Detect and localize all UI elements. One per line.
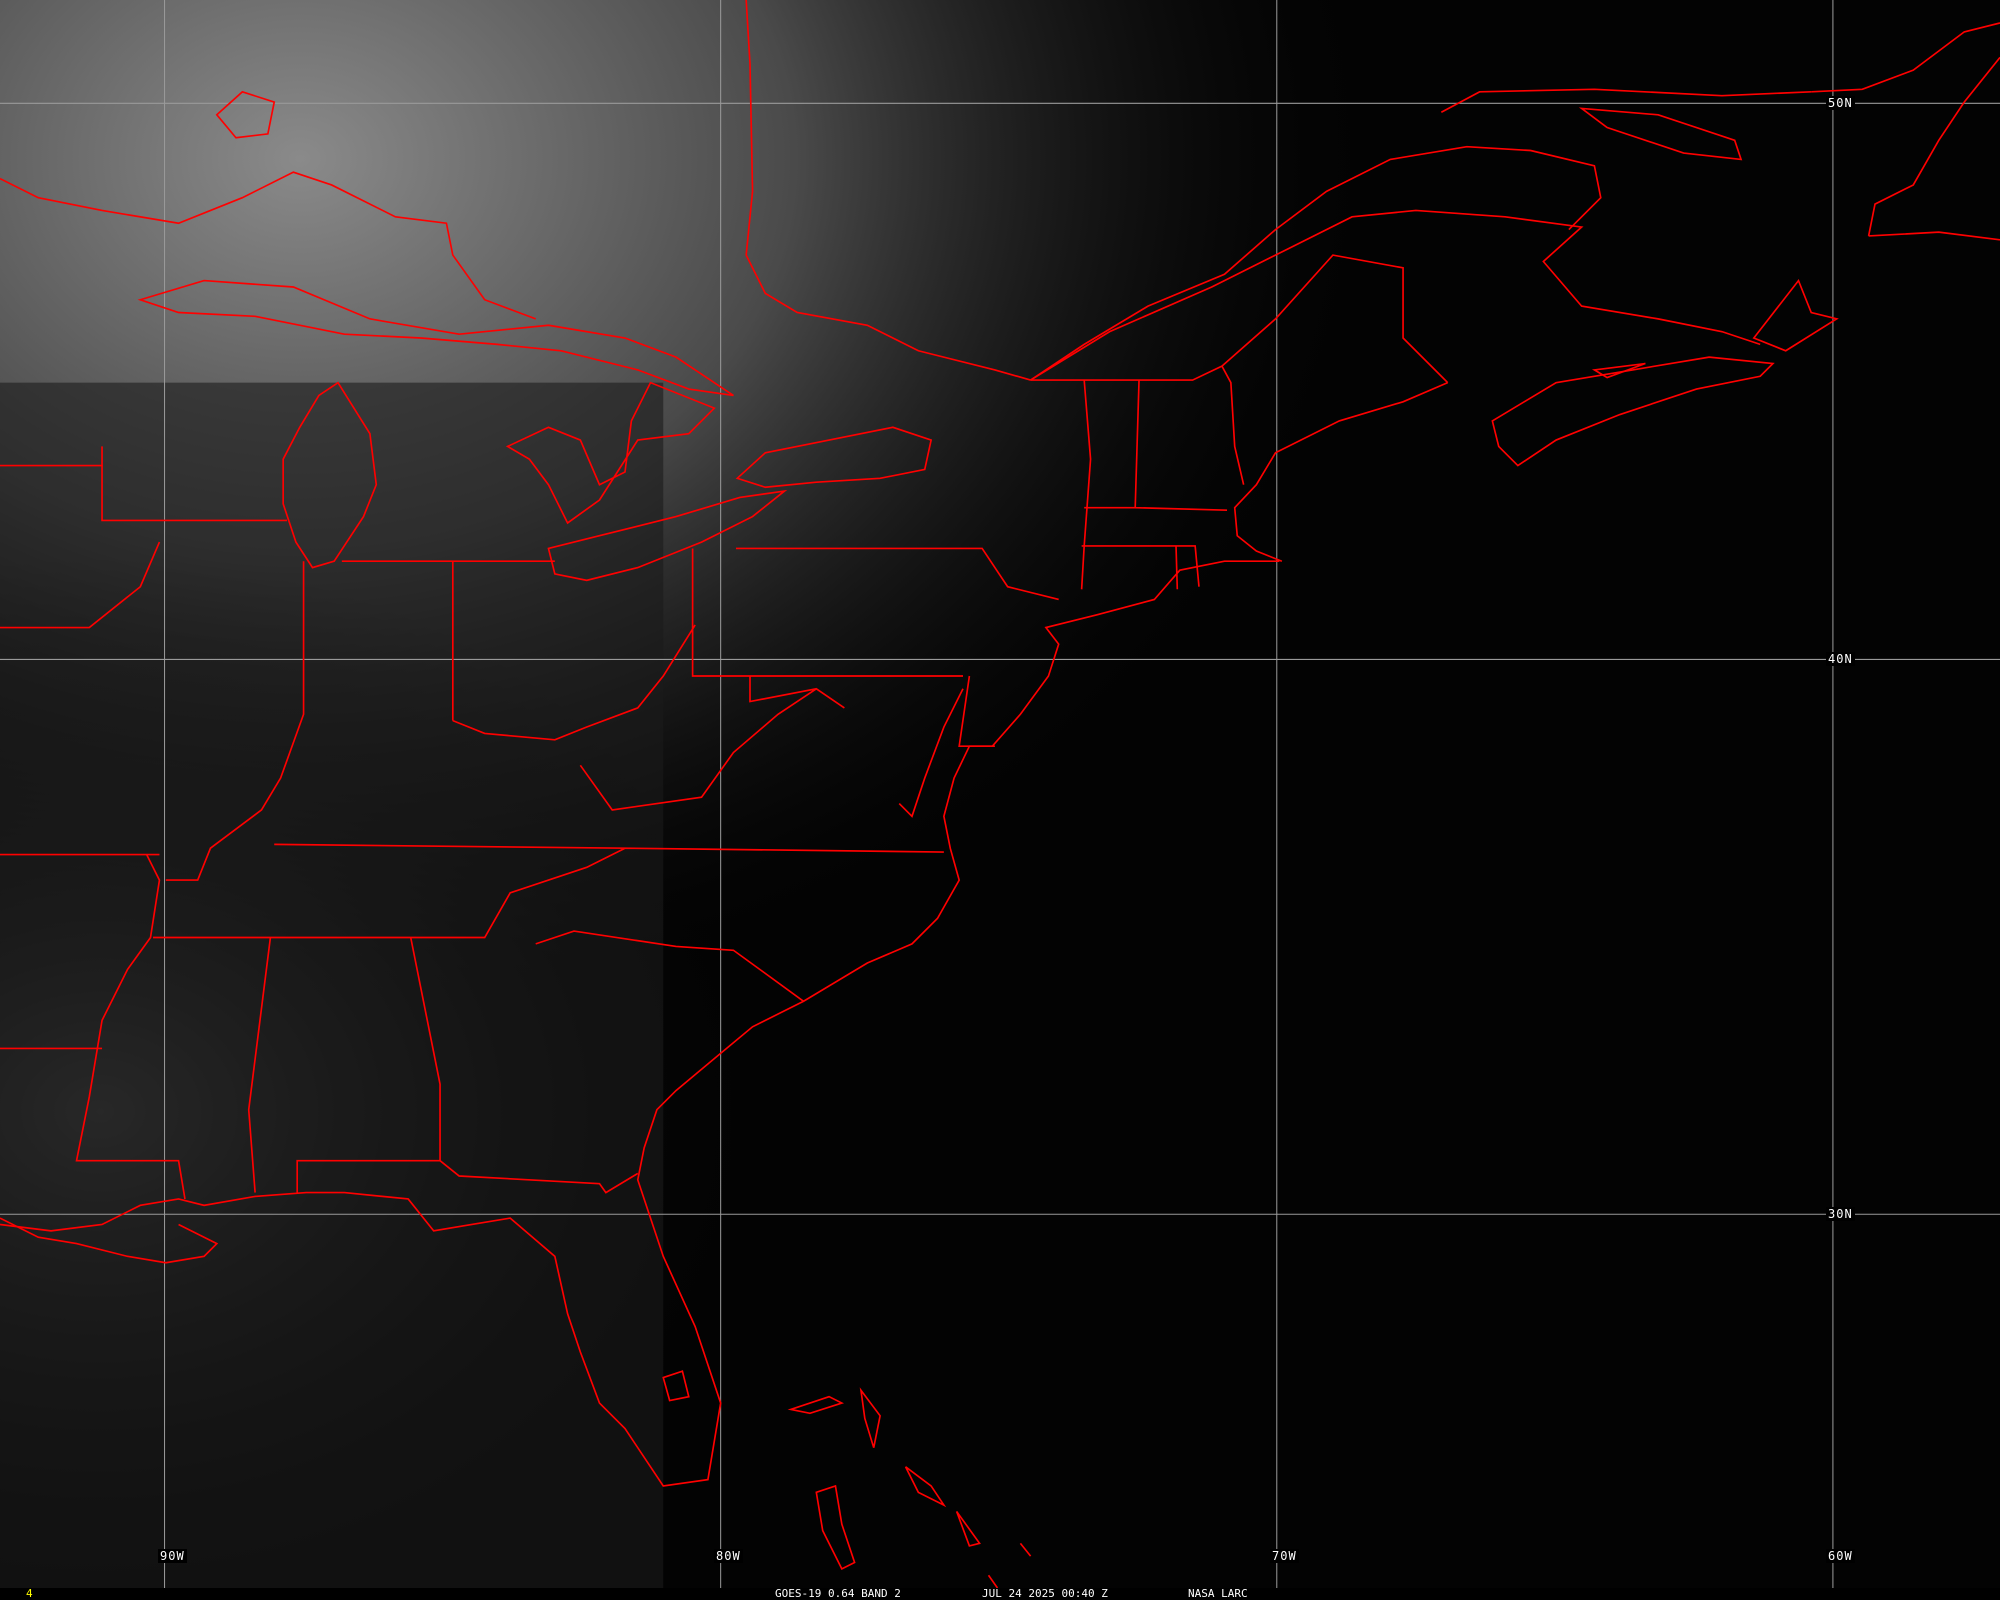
bahamas [787, 1387, 1032, 1588]
st-lawrence-north-shore [1030, 145, 1602, 381]
product-label: GOES-19 0.64 BAND 2 [775, 1587, 901, 1600]
land-shade [0, 382, 664, 1588]
latitude-label-40n: 40N [1826, 652, 1855, 666]
lake-michigan [282, 381, 378, 569]
gulf-coast-delta [0, 1217, 219, 1264]
image-caption-bar: 4 GOES-19 0.64 BAND 2 JUL 24 2025 00:40 … [0, 1588, 2000, 1600]
lake-nipigon-area [215, 90, 276, 139]
newfoundland [1811, 22, 2000, 241]
source-label: NASA LARC [1188, 1587, 1248, 1600]
lake-ontario [735, 426, 933, 489]
longitude-label-80w: 80W [714, 1549, 743, 1563]
canada-us-border-east [1030, 254, 1449, 485]
state-lines [0, 380, 1228, 1200]
st-lawrence-south-shore [1030, 209, 1761, 381]
lake-erie [547, 489, 788, 582]
datetime-label: JUL 24 2025 00:40 Z [982, 1587, 1108, 1600]
pei-cape-breton [1591, 278, 1839, 379]
latitude-label-30n: 30N [1826, 1207, 1855, 1221]
anticosti [1578, 107, 1743, 161]
lake-superior [137, 279, 734, 397]
longitude-label-90w: 90W [158, 1549, 187, 1563]
us-east-coastline [0, 381, 1449, 1487]
lake-huron [505, 381, 716, 525]
longitude-label-60w: 60W [1826, 1549, 1855, 1563]
frame-number: 4 [26, 1587, 33, 1600]
longitude-label-70w: 70W [1270, 1549, 1299, 1563]
latitude-label-50n: 50N [1826, 96, 1855, 110]
labrador-quebec-coast [1440, 88, 1812, 113]
chesapeake-bay [898, 688, 964, 818]
lake-okeechobee [662, 1370, 690, 1402]
quebec-ontario-border [745, 0, 1031, 381]
